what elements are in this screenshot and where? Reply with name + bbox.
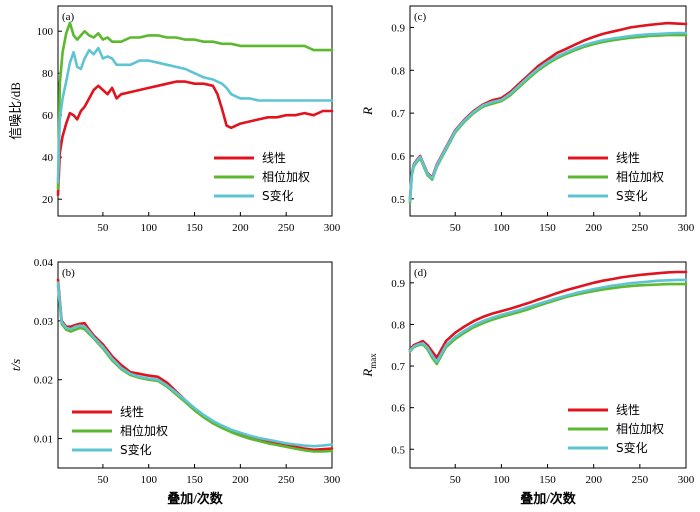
x-tick-label: 250 bbox=[278, 474, 295, 486]
panel-b: (b) 50 100 150 200 250 300 0.01 0.02 0.03 0.04 叠加/次… bbox=[8, 257, 341, 506]
x-tick-label: 150 bbox=[186, 474, 203, 486]
series-line-1 bbox=[56, 21, 334, 190]
y-tick-label: 80 bbox=[42, 68, 54, 80]
x-axis-label: 叠加/次数 bbox=[520, 491, 577, 506]
x-tick-label: 100 bbox=[140, 474, 157, 486]
y-tick-label: 60 bbox=[42, 110, 54, 122]
y-tick-label: 0.5 bbox=[391, 444, 405, 456]
plot-frame bbox=[57, 5, 333, 217]
legend-label: 线性 bbox=[262, 151, 286, 165]
panel-label: (b) bbox=[62, 267, 75, 279]
x-tick-label: 100 bbox=[493, 222, 510, 234]
x-tick-label: 250 bbox=[278, 222, 295, 234]
x-tick-label: 250 bbox=[632, 474, 649, 486]
series-line-2 bbox=[408, 278, 688, 364]
plot-frame bbox=[409, 261, 687, 469]
y-tick-label: 0.6 bbox=[391, 151, 405, 163]
x-tick-label: 50 bbox=[450, 474, 462, 486]
series-line-0 bbox=[408, 270, 688, 360]
y-tick-label: 0.9 bbox=[391, 278, 405, 290]
y-tick-label: 0.6 bbox=[391, 403, 405, 415]
x-tick-label: 100 bbox=[493, 474, 510, 486]
x-tick-label: 300 bbox=[324, 222, 341, 234]
legend-label: S变化 bbox=[262, 188, 294, 203]
legend-label: 相位加权 bbox=[616, 421, 664, 436]
x-tick-label: 50 bbox=[97, 474, 109, 486]
y-tick-label: 0.02 bbox=[34, 375, 53, 387]
legend-label: 线性 bbox=[616, 403, 640, 417]
x-tick-label: 200 bbox=[232, 474, 249, 486]
x-tick-label: 200 bbox=[585, 474, 602, 486]
y-tick-label: 0.7 bbox=[391, 108, 405, 120]
y-tick-label: 0.04 bbox=[34, 257, 54, 269]
x-tick-label: 200 bbox=[585, 222, 602, 234]
series-line-0 bbox=[56, 278, 334, 452]
x-tick-label: 300 bbox=[678, 222, 695, 234]
y-tick-label: 0.01 bbox=[34, 434, 53, 446]
legend-label: 线性 bbox=[120, 405, 144, 419]
y-tick-label: 40 bbox=[42, 152, 54, 164]
y-tick-label: 0.03 bbox=[34, 316, 54, 328]
legend-label: S变化 bbox=[616, 188, 648, 203]
series-line-2 bbox=[56, 281, 334, 448]
panel-label: (a) bbox=[62, 11, 75, 23]
x-tick-label: 200 bbox=[232, 222, 249, 234]
y-axis-label: 信噪比/dB bbox=[8, 82, 23, 140]
y-tick-label: 0.9 bbox=[391, 22, 405, 34]
y-axis-label: Rmax bbox=[360, 353, 378, 378]
legend-label: 相位加权 bbox=[120, 423, 168, 438]
x-tick-label: 300 bbox=[678, 474, 695, 486]
plot-frame bbox=[57, 261, 333, 469]
legend-label: S变化 bbox=[120, 442, 152, 457]
y-tick-label: 0.7 bbox=[391, 361, 405, 373]
legend-label: S变化 bbox=[616, 440, 648, 455]
panel-d: (d) 50 100 150 200 250 300 0.5 0.6 0.7 0.8 0.9 叠加/次数… bbox=[360, 261, 695, 506]
y-tick-label: 0.8 bbox=[391, 319, 405, 331]
x-tick-label: 100 bbox=[140, 222, 157, 234]
y-axis-label: R bbox=[360, 107, 375, 116]
series-line-2 bbox=[408, 31, 688, 203]
legend-label: 线性 bbox=[616, 151, 640, 165]
panel-label: (c) bbox=[414, 11, 427, 23]
x-tick-label: 150 bbox=[186, 222, 203, 234]
series-line-0 bbox=[56, 80, 334, 197]
panel-label: (d) bbox=[414, 267, 427, 279]
x-tick-label: 300 bbox=[324, 474, 341, 486]
x-tick-label: 150 bbox=[539, 474, 556, 486]
y-tick-label: 0.5 bbox=[391, 194, 405, 206]
y-axis-label: t/s bbox=[8, 359, 23, 371]
x-axis-label: 叠加/次数 bbox=[167, 491, 224, 506]
panel-a: (a) 50 100 150 200 250 300 20 40 60 80 100 信噪比/dB 线性相… bbox=[8, 5, 341, 234]
panel-c: (c) 50 100 150 200 250 300 0.5 0.6 0.7 0.8 0.9 R 线性相位… bbox=[360, 5, 695, 234]
x-tick-label: 250 bbox=[632, 222, 649, 234]
y-tick-label: 20 bbox=[42, 194, 54, 206]
series-line-1 bbox=[56, 284, 334, 453]
y-tick-label: 0.8 bbox=[391, 65, 405, 77]
series-line-2 bbox=[56, 46, 334, 184]
x-tick-label: 50 bbox=[450, 222, 462, 234]
y-tick-label: 100 bbox=[37, 26, 54, 38]
x-tick-label: 50 bbox=[97, 222, 109, 234]
legend-label: 相位加权 bbox=[616, 169, 664, 184]
legend-label: 相位加权 bbox=[262, 169, 310, 184]
x-tick-label: 150 bbox=[539, 222, 556, 234]
